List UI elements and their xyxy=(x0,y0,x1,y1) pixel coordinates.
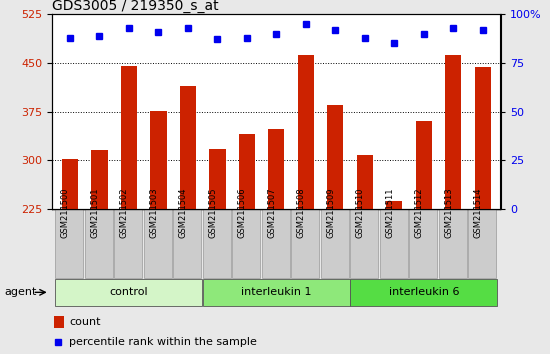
FancyBboxPatch shape xyxy=(232,209,260,278)
FancyBboxPatch shape xyxy=(144,209,172,278)
FancyBboxPatch shape xyxy=(379,209,408,278)
Bar xyxy=(210,148,226,354)
Text: agent: agent xyxy=(4,287,36,297)
Text: GSM211508: GSM211508 xyxy=(297,187,306,238)
FancyBboxPatch shape xyxy=(114,209,142,278)
FancyBboxPatch shape xyxy=(291,209,319,278)
FancyBboxPatch shape xyxy=(438,209,466,278)
FancyBboxPatch shape xyxy=(262,209,290,278)
FancyBboxPatch shape xyxy=(409,209,437,278)
Bar xyxy=(268,129,284,354)
Text: interleukin 1: interleukin 1 xyxy=(241,287,312,297)
Bar xyxy=(357,155,373,354)
Bar xyxy=(386,201,403,354)
Bar xyxy=(445,55,461,354)
Bar xyxy=(298,55,314,354)
Bar xyxy=(62,159,78,354)
Bar xyxy=(180,86,196,354)
Bar xyxy=(54,316,64,328)
Text: percentile rank within the sample: percentile rank within the sample xyxy=(69,337,257,347)
Text: GSM211513: GSM211513 xyxy=(444,187,453,238)
Text: GSM211510: GSM211510 xyxy=(356,187,365,238)
Bar xyxy=(327,105,343,354)
Text: GSM211505: GSM211505 xyxy=(208,187,217,238)
Text: interleukin 6: interleukin 6 xyxy=(389,287,459,297)
Text: GSM211512: GSM211512 xyxy=(415,187,424,238)
Text: GSM211507: GSM211507 xyxy=(267,187,276,238)
Bar xyxy=(121,66,137,354)
Bar xyxy=(416,121,432,354)
Text: GSM211509: GSM211509 xyxy=(326,187,336,238)
Text: GSM211504: GSM211504 xyxy=(179,187,188,238)
Bar xyxy=(475,67,491,354)
FancyBboxPatch shape xyxy=(55,209,83,278)
Text: GSM211500: GSM211500 xyxy=(61,187,70,238)
FancyBboxPatch shape xyxy=(55,279,202,307)
Bar xyxy=(91,150,108,354)
Text: GSM211511: GSM211511 xyxy=(386,187,394,238)
Text: count: count xyxy=(69,317,101,327)
FancyBboxPatch shape xyxy=(173,209,201,278)
Text: GSM211502: GSM211502 xyxy=(120,187,129,238)
FancyBboxPatch shape xyxy=(202,209,230,278)
Text: GSM211514: GSM211514 xyxy=(474,187,483,238)
Text: GSM211506: GSM211506 xyxy=(238,187,247,238)
Text: GDS3005 / 219350_s_at: GDS3005 / 219350_s_at xyxy=(52,0,219,13)
Text: GSM211503: GSM211503 xyxy=(150,187,158,238)
Bar xyxy=(150,111,167,354)
FancyBboxPatch shape xyxy=(85,209,113,278)
FancyBboxPatch shape xyxy=(202,279,349,307)
Text: GSM211501: GSM211501 xyxy=(90,187,100,238)
Bar xyxy=(239,134,255,354)
FancyBboxPatch shape xyxy=(350,279,497,307)
Text: control: control xyxy=(109,287,148,297)
FancyBboxPatch shape xyxy=(350,209,378,278)
FancyBboxPatch shape xyxy=(468,209,496,278)
FancyBboxPatch shape xyxy=(321,209,349,278)
